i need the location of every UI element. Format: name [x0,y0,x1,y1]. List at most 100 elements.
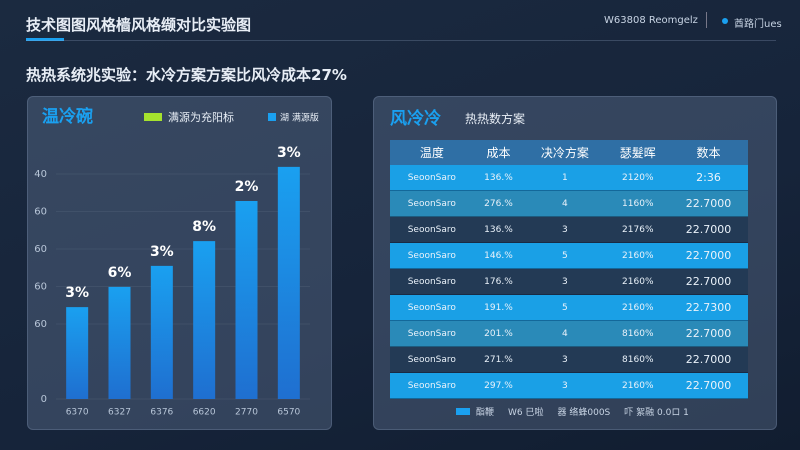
y-tick-label: 60 [34,282,47,293]
meta: W63808 Reomgelz [604,15,698,26]
legend-swatch [144,113,162,121]
table-cell: 3 [562,224,568,235]
table-cell: 5 [562,302,568,313]
table-cell: 22.7000 [685,353,732,366]
table-cell: 136.% [484,172,513,183]
table-cell: 22.7000 [685,275,732,288]
table-cell: 4 [562,328,568,339]
table-subtitle: 热热数方案 [465,112,526,126]
table-cell: SeoonSaro [407,276,456,287]
separator [706,12,707,28]
bar [235,201,258,399]
table-cell: 22.7300 [685,301,732,314]
table-cell: 3 [562,276,568,287]
column-header: 决冷方案 [523,140,607,165]
footer-label: 酯鞭 [476,408,495,418]
y-tick-label: 60 [34,207,47,218]
table-cell: 5 [562,250,568,261]
table-row: SeoonSaro 176.% 3 2160% 22.7000 [390,268,748,295]
chart-title: 温冷碗 [42,106,93,127]
table-row: SeoonSaro 297.% 3 2160% 22.7000 [390,372,748,399]
table-cell: 2:36 [696,171,721,184]
table-cell: 1 [562,172,568,183]
bar-label: 3% [277,145,301,161]
table-cell: 2120% [622,172,654,183]
table-cell: SeoonSaro [407,172,456,183]
bar-label: 3% [150,244,174,260]
table-cell: 2160% [622,302,654,313]
table-cell: 276.% [484,198,513,209]
table-cell: SeoonSaro [407,224,456,235]
table-cell: 1160% [622,198,654,209]
table-cell: SeoonSaro [407,302,456,313]
legend-label: 满源为充阳标 [168,110,234,124]
table-cell: 2176% [622,224,654,235]
table-cell: SeoonSaro [407,250,456,261]
table-cell: 201.% [484,328,513,339]
footer-label: 器 络蜂000S [557,408,611,418]
y-tick-label: 60 [34,319,47,330]
x-tick-label: 6327 [108,408,131,418]
bar [108,286,131,399]
dot [722,18,728,24]
x-tick-label: 6370 [66,408,89,418]
table-row: SeoonSaro 136.% 1 2120% 2:36 [390,165,748,191]
footer-label: 吓 絮融 0.0ロ 1 [624,408,689,418]
bar [66,307,89,399]
column-header: 瑟髮晖 [606,140,670,165]
table-cell: 2160% [622,250,654,261]
table-cell: 22.7000 [685,379,732,392]
legend-label: 湖 满源版 [280,112,319,124]
table-cell: 136.% [484,224,513,235]
table-cell: 3 [562,354,568,365]
table: 温度 成本 决冷方案 瑟髮晖 数本 SeoonSaro 136.% 1 2120% 2:36 Seo… [390,140,748,399]
bar-label: 6% [108,265,132,281]
x-tick-label: 2770 [235,408,258,418]
accent [26,38,64,41]
link[interactable]: 酋路门ues [734,19,782,30]
bar-label: 8% [192,219,216,235]
table-cell: 22.7000 [685,197,732,210]
table-row: SeoonSaro 191.% 5 2160% 22.7300 [390,294,748,321]
chart: 温冷碗 满源为充阳标 湖 满源版 0 60 60 60 60 40 3% 6370 6% 6327 3% 6… [34,106,319,418]
y-tick-label: 0 [41,394,47,405]
y-tick-label: 60 [34,244,47,255]
table-cell: SeoonSaro [407,380,456,391]
table-cell: 22.7000 [685,223,732,236]
table-row: SeoonSaro 201.% 4 8160% 22.7000 [390,320,748,347]
bar [150,265,173,399]
table-cell: 22.7000 [685,249,732,262]
table-row: SeoonSaro 146.% 5 2160% 22.7000 [390,242,748,269]
table-title: 风冷冷 [390,109,441,129]
x-tick-label: 6570 [277,408,300,418]
table-cell: 146.% [484,250,513,261]
bar [193,241,216,399]
legend-swatch [268,113,276,121]
table-cell: 8160% [622,328,654,339]
bar-label: 2% [235,179,259,195]
table-footer: 酯鞭 W6 巳啦 器 络蜂000S 吓 絮融 0.0ロ 1 [456,405,689,418]
footer-label: W6 巳啦 [508,408,544,418]
table-row: SeoonSaro 136.% 3 2176% 22.7000 [390,216,748,243]
divider [26,40,776,41]
table-cell: 22.7000 [685,327,732,340]
table-cell: 2160% [622,276,654,287]
table-cell: 271.% [484,354,513,365]
bar [277,166,300,399]
table-cell: 2160% [622,380,654,391]
table-row: SeoonSaro 276.% 4 1160% 22.7000 [390,190,748,217]
table-header: 温度 成本 决冷方案 瑟髮晖 数本 [390,140,748,165]
column-header: 温度 [390,140,474,165]
table-cell: 191.% [484,302,513,313]
table-cell: 4 [562,198,568,209]
footer-swatch [456,408,470,415]
title: 技术图图风格樯风格缬对比实验图 [26,16,252,34]
x-tick-label: 6620 [193,408,216,418]
table-cell: 3 [562,380,568,391]
chart-panel: 温冷碗 满源为充阳标 湖 满源版 0 60 60 60 60 40 3% 6370 6% 6327 3% 6… [27,96,332,430]
subtitle: 热热系统兆实验：水冷方案方案比风冷成本27% [26,66,347,84]
y-tick-label: 40 [34,169,47,180]
table-cell: SeoonSaro [407,198,456,209]
table-cell: 8160% [622,354,654,365]
